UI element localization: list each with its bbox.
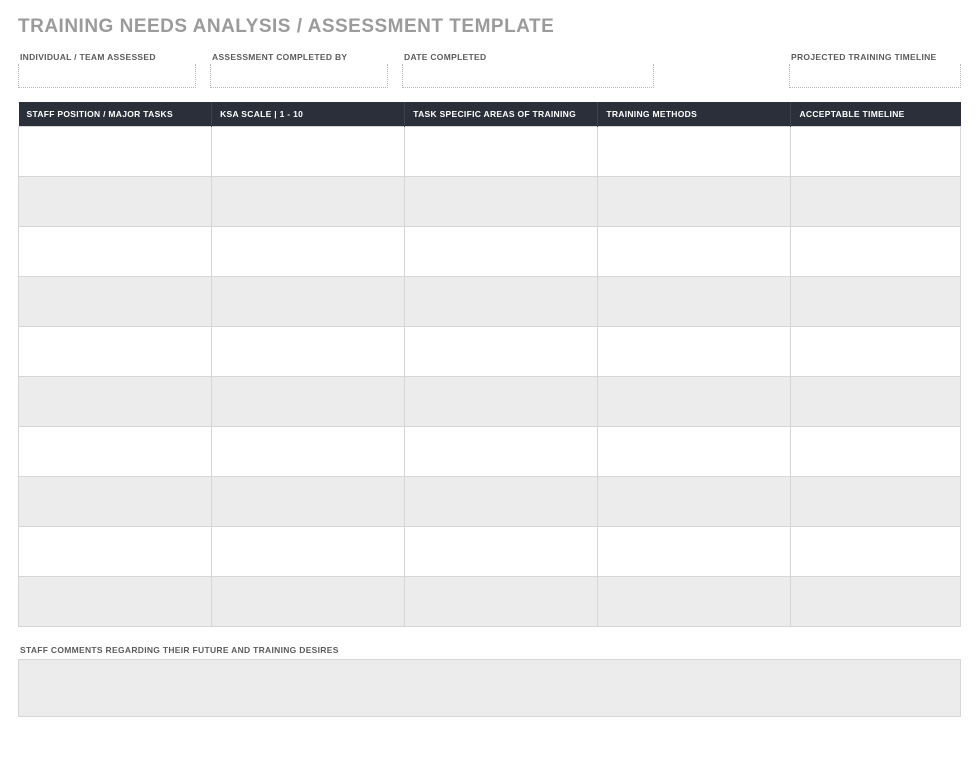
cell[interactable]	[791, 427, 961, 477]
comments-section: STAFF COMMENTS REGARDING THEIR FUTURE AN…	[18, 645, 961, 722]
meta-row: INDIVIDUAL / TEAM ASSESSED ASSESSMENT CO…	[18, 52, 961, 88]
training-table: STAFF POSITION / MAJOR TASKS KSA SCALE |…	[18, 102, 961, 627]
date-input[interactable]	[402, 64, 654, 88]
cell[interactable]	[791, 127, 961, 177]
meta-spacer	[668, 52, 775, 88]
cell[interactable]	[405, 277, 598, 327]
cell[interactable]	[598, 477, 791, 527]
cell[interactable]	[791, 477, 961, 527]
table-row	[19, 177, 961, 227]
table-row	[19, 277, 961, 327]
timeline-input[interactable]	[789, 64, 961, 88]
cell[interactable]	[405, 477, 598, 527]
completed-by-label: ASSESSMENT COMPLETED BY	[210, 52, 388, 62]
th-task-areas: TASK SPECIFIC AREAS OF TRAINING	[405, 102, 598, 127]
table-row	[19, 377, 961, 427]
cell[interactable]	[212, 477, 405, 527]
cell[interactable]	[405, 577, 598, 627]
cell[interactable]	[791, 527, 961, 577]
table-row	[19, 427, 961, 477]
cell[interactable]	[19, 527, 212, 577]
timeline-label: PROJECTED TRAINING TIMELINE	[789, 52, 961, 62]
cell[interactable]	[791, 327, 961, 377]
table-row	[19, 127, 961, 177]
comments-input[interactable]	[18, 659, 961, 717]
cell[interactable]	[212, 377, 405, 427]
meta-field-date: DATE COMPLETED	[402, 52, 654, 88]
cell[interactable]	[212, 177, 405, 227]
cell[interactable]	[212, 427, 405, 477]
cell[interactable]	[791, 577, 961, 627]
cell[interactable]	[405, 127, 598, 177]
table-row	[19, 477, 961, 527]
meta-field-individual: INDIVIDUAL / TEAM ASSESSED	[18, 52, 196, 88]
cell[interactable]	[598, 527, 791, 577]
cell[interactable]	[19, 177, 212, 227]
cell[interactable]	[405, 327, 598, 377]
cell[interactable]	[19, 377, 212, 427]
cell[interactable]	[405, 227, 598, 277]
cell[interactable]	[212, 127, 405, 177]
cell[interactable]	[598, 177, 791, 227]
page-title: TRAINING NEEDS ANALYSIS / ASSESSMENT TEM…	[18, 16, 961, 38]
table-row	[19, 577, 961, 627]
cell[interactable]	[212, 327, 405, 377]
cell[interactable]	[212, 527, 405, 577]
cell[interactable]	[598, 577, 791, 627]
cell[interactable]	[405, 377, 598, 427]
cell[interactable]	[19, 577, 212, 627]
meta-field-completed-by: ASSESSMENT COMPLETED BY	[210, 52, 388, 88]
table-row	[19, 527, 961, 577]
table-row	[19, 327, 961, 377]
date-label: DATE COMPLETED	[402, 52, 654, 62]
cell[interactable]	[405, 177, 598, 227]
th-training-methods: TRAINING METHODS	[598, 102, 791, 127]
cell[interactable]	[405, 427, 598, 477]
cell[interactable]	[598, 327, 791, 377]
table-header-row: STAFF POSITION / MAJOR TASKS KSA SCALE |…	[19, 102, 961, 127]
cell[interactable]	[598, 227, 791, 277]
cell[interactable]	[598, 427, 791, 477]
cell[interactable]	[212, 227, 405, 277]
cell[interactable]	[19, 227, 212, 277]
cell[interactable]	[598, 377, 791, 427]
cell[interactable]	[19, 327, 212, 377]
completed-by-input[interactable]	[210, 64, 388, 88]
cell[interactable]	[405, 527, 598, 577]
comments-label: STAFF COMMENTS REGARDING THEIR FUTURE AN…	[18, 645, 961, 655]
cell[interactable]	[212, 577, 405, 627]
cell[interactable]	[791, 377, 961, 427]
cell[interactable]	[212, 277, 405, 327]
cell[interactable]	[598, 127, 791, 177]
cell[interactable]	[19, 127, 212, 177]
meta-field-timeline: PROJECTED TRAINING TIMELINE	[789, 52, 961, 88]
cell[interactable]	[598, 277, 791, 327]
th-ksa-scale: KSA SCALE | 1 - 10	[212, 102, 405, 127]
individual-input[interactable]	[18, 64, 196, 88]
table-body	[19, 127, 961, 627]
individual-label: INDIVIDUAL / TEAM ASSESSED	[18, 52, 196, 62]
cell[interactable]	[791, 277, 961, 327]
table-row	[19, 227, 961, 277]
th-acceptable-timeline: ACCEPTABLE TIMELINE	[791, 102, 961, 127]
cell[interactable]	[19, 277, 212, 327]
th-staff-position: STAFF POSITION / MAJOR TASKS	[19, 102, 212, 127]
cell[interactable]	[19, 427, 212, 477]
cell[interactable]	[19, 477, 212, 527]
cell[interactable]	[791, 177, 961, 227]
cell[interactable]	[791, 227, 961, 277]
